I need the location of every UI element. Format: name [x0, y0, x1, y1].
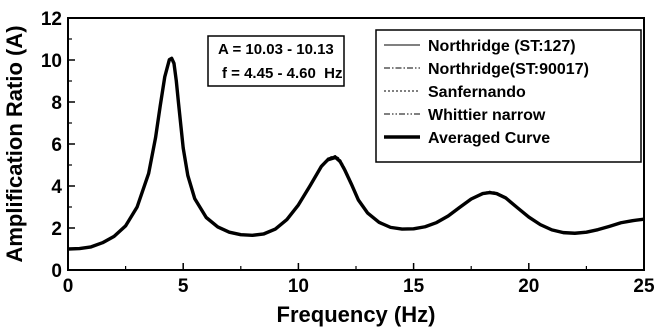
legend-label-whittier-narrow: Whittier narrow	[428, 107, 546, 124]
y-tick-label: 10	[41, 51, 62, 72]
y-tick-label: 0	[51, 261, 62, 282]
x-tick-label: 10	[288, 276, 309, 297]
y-tick-label: 12	[41, 9, 62, 30]
annotation-amplitude: A = 10.03 - 10.13	[218, 41, 334, 58]
y-tick-label: 8	[51, 93, 62, 114]
series-layer	[67, 56, 645, 251]
legend-label-sanfernando: Sanfernando	[428, 84, 526, 101]
y-axis-title: Amplification Ratio (A)	[2, 25, 27, 262]
legend-samples	[384, 44, 420, 139]
annotation-box: A = 10.03 - 10.13 f = 4.45 - 4.60 Hz	[207, 35, 345, 87]
legend-label-northridge-127: Northridge (ST:127)	[428, 38, 576, 55]
x-tick-label: 20	[518, 276, 539, 297]
ticks-layer: 0 5 10 15 20 25 0 2 4 6 8 10 12	[41, 9, 655, 297]
x-axis-title: Frequency (Hz)	[277, 302, 436, 327]
y-tick-label: 6	[51, 135, 62, 156]
annotation-frame	[207, 35, 345, 87]
x-tick-label: 5	[178, 276, 189, 297]
y-tick-label: 4	[51, 177, 62, 198]
series-line-averaged-curve	[67, 56, 645, 251]
legend-label-northridge-90017: Northridge(ST:90017)	[428, 61, 589, 78]
x-tick-label: 25	[633, 276, 655, 297]
legend: Northridge (ST:127) Northridge(ST:90017)…	[375, 29, 642, 163]
x-tick-label: 15	[403, 276, 425, 297]
legend-frame	[375, 29, 642, 163]
y-tick-label: 2	[51, 219, 62, 240]
annotation-frequency: f = 4.45 - 4.60 Hz	[222, 65, 342, 82]
legend-label-averaged-curve: Averaged Curve	[428, 130, 550, 147]
x-tick-label: 0	[63, 276, 74, 297]
